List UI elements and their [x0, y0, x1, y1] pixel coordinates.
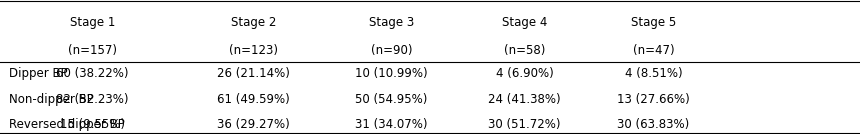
Text: Stage 2: Stage 2 [231, 16, 276, 29]
Text: 31 (34.07%): 31 (34.07%) [355, 118, 427, 131]
Text: (n=157): (n=157) [68, 44, 117, 57]
Text: (n=123): (n=123) [230, 44, 278, 57]
Text: Stage 4: Stage 4 [502, 16, 547, 29]
Text: Reversed dipper BP: Reversed dipper BP [9, 118, 125, 131]
Text: 4 (6.90%): 4 (6.90%) [495, 66, 554, 80]
Text: 60 (38.22%): 60 (38.22%) [56, 66, 129, 80]
Text: Stage 5: Stage 5 [631, 16, 676, 29]
Text: Stage 3: Stage 3 [369, 16, 414, 29]
Text: (n=90): (n=90) [371, 44, 412, 57]
Text: 36 (29.27%): 36 (29.27%) [218, 118, 290, 131]
Text: 30 (63.83%): 30 (63.83%) [617, 118, 690, 131]
Text: Non-dipper BP: Non-dipper BP [9, 93, 94, 106]
Text: 50 (54.95%): 50 (54.95%) [355, 93, 427, 106]
Text: 4 (8.51%): 4 (8.51%) [624, 66, 683, 80]
Text: 61 (49.59%): 61 (49.59%) [218, 93, 290, 106]
Text: 30 (51.72%): 30 (51.72%) [488, 118, 561, 131]
Text: (n=47): (n=47) [633, 44, 674, 57]
Text: (n=58): (n=58) [504, 44, 545, 57]
Text: 82 (52.23%): 82 (52.23%) [56, 93, 129, 106]
Text: 10 (10.99%): 10 (10.99%) [355, 66, 427, 80]
Text: 26 (21.14%): 26 (21.14%) [218, 66, 290, 80]
Text: 13 (27.66%): 13 (27.66%) [617, 93, 690, 106]
Text: 24 (41.38%): 24 (41.38%) [488, 93, 561, 106]
Text: 15 (9.55%): 15 (9.55%) [60, 118, 125, 131]
Text: Stage 1: Stage 1 [70, 16, 115, 29]
Text: Dipper BP: Dipper BP [9, 66, 67, 80]
